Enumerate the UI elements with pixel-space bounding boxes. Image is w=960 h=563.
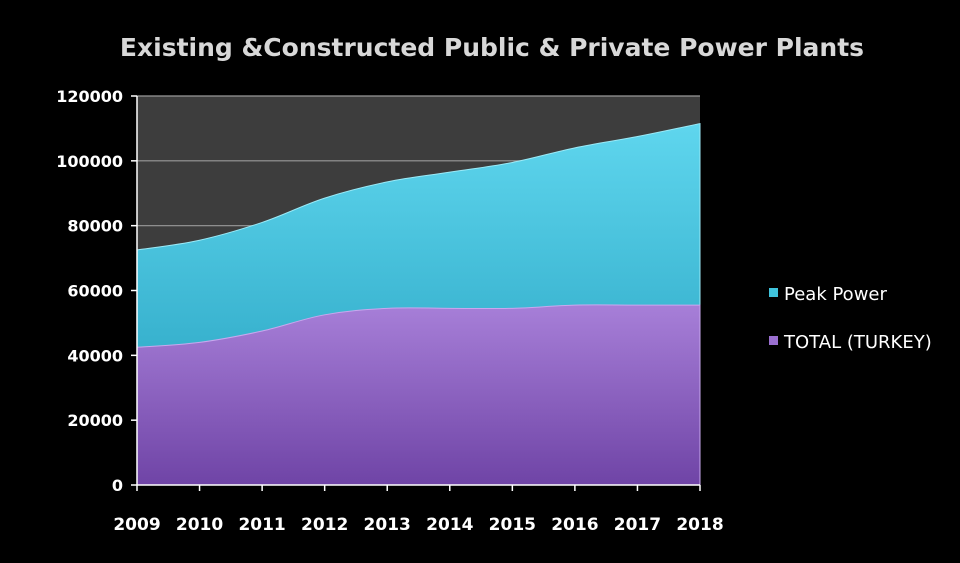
chart-title: Existing &Constructed Public & Private P… — [120, 33, 864, 62]
x-tick-label-2009: 2009 — [113, 515, 160, 535]
y-tick-labels: 0 20000 40000 60000 80000 100000 120000 — [56, 87, 123, 495]
legend-label-total-turkey: TOTAL (TURKEY) — [783, 332, 932, 353]
legend-swatch-total-turkey — [769, 336, 778, 345]
x-tick-label-2011: 2011 — [238, 515, 285, 535]
x-tick-label-2018: 2018 — [676, 515, 723, 535]
axes — [131, 95, 701, 491]
y-tick-label-0: 0 — [112, 476, 123, 495]
legend-label-peak-power: Peak Power — [784, 284, 887, 305]
x-tick-labels: 2009 2010 2011 2012 2013 2014 2015 2016 2017 2018 — [113, 515, 723, 535]
x-tick-label-2017: 2017 — [614, 515, 661, 535]
x-tick-label-2014: 2014 — [426, 515, 473, 535]
legend: Peak Power TOTAL (TURKEY) — [769, 284, 932, 353]
x-tick-label-2015: 2015 — [489, 515, 536, 535]
y-tick-label-80000: 80000 — [67, 217, 123, 236]
y-tick-label-100000: 100000 — [56, 152, 123, 171]
y-tick-label-40000: 40000 — [67, 346, 123, 365]
x-tick-label-2016: 2016 — [551, 515, 598, 535]
x-tick-label-2012: 2012 — [301, 515, 348, 535]
y-tick-label-120000: 120000 — [56, 87, 123, 106]
legend-swatch-peak-power — [769, 288, 778, 297]
area-series — [136, 122, 701, 486]
y-tick-label-20000: 20000 — [67, 411, 123, 430]
x-tick-label-2010: 2010 — [176, 515, 223, 535]
y-tick-label-60000: 60000 — [67, 282, 123, 301]
x-tick-label-2013: 2013 — [364, 515, 411, 535]
area-total-turkey — [136, 304, 701, 486]
